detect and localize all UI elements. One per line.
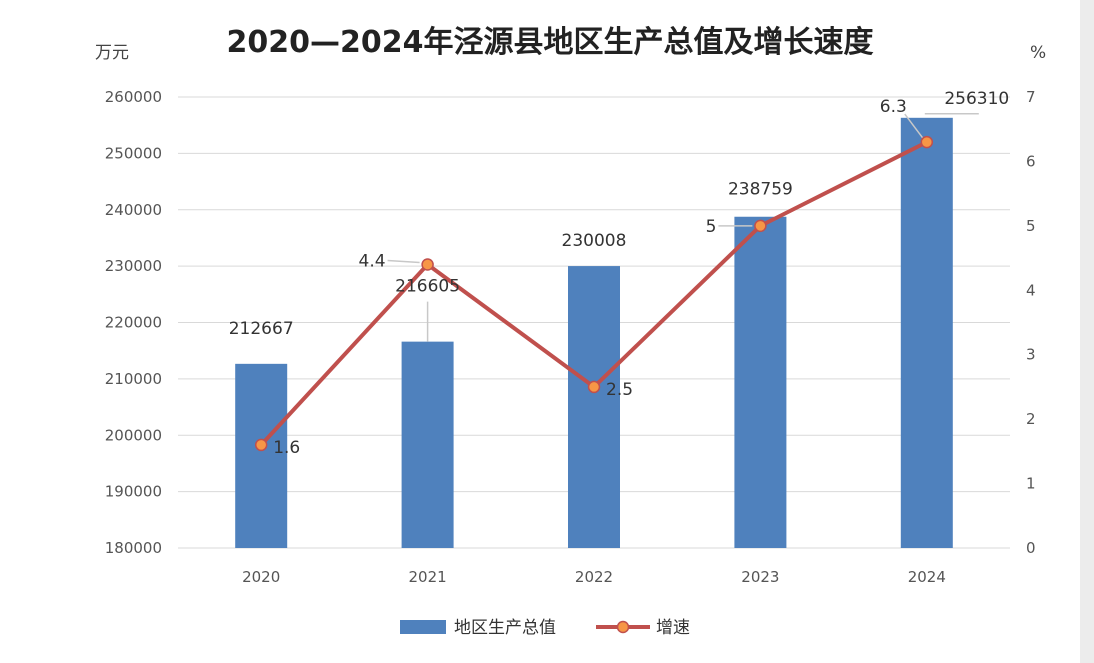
legend-line-marker bbox=[616, 620, 630, 634]
line-marker bbox=[754, 219, 767, 233]
left-tick-label: 240000 bbox=[105, 201, 162, 219]
bar-value-label: 216605 bbox=[395, 277, 460, 297]
line-marker bbox=[254, 438, 268, 452]
bar-value-label: 238759 bbox=[728, 180, 793, 200]
growth-value-label: 4.4 bbox=[359, 252, 386, 272]
bar bbox=[734, 216, 787, 548]
bar bbox=[900, 117, 953, 549]
right-tick-label: 7 bbox=[1026, 88, 1036, 106]
line-marker bbox=[421, 258, 434, 271]
right-tick-label: 0 bbox=[1026, 539, 1036, 557]
bar-value-label: 212667 bbox=[229, 319, 294, 339]
leader-line bbox=[387, 259, 420, 264]
leader-lines bbox=[387, 113, 979, 342]
left-axis-unit: 万元 bbox=[95, 43, 129, 63]
right-tick-label: 2 bbox=[1026, 410, 1036, 428]
left-tick-label: 260000 bbox=[105, 88, 162, 106]
right-tick-label: 4 bbox=[1026, 281, 1036, 299]
bar bbox=[568, 266, 620, 548]
right-axis-unit: % bbox=[1030, 43, 1046, 63]
growth-value-label: 6.3 bbox=[880, 97, 907, 117]
bar-value-label: 230008 bbox=[562, 231, 627, 251]
left-tick-label: 220000 bbox=[105, 314, 162, 332]
left-tick-label: 190000 bbox=[105, 483, 162, 501]
growth-value-label: 2.5 bbox=[606, 380, 633, 400]
bar bbox=[401, 341, 454, 548]
legend-bar-swatch bbox=[400, 620, 446, 634]
left-tick-label: 180000 bbox=[105, 539, 162, 557]
x-tick-label: 2024 bbox=[908, 568, 946, 586]
bar-value-label: 256310 bbox=[944, 89, 1009, 109]
right-tick-label: 6 bbox=[1026, 152, 1036, 170]
chart-title: 2020—2024年泾源县地区生产总值及增长速度 bbox=[227, 25, 874, 60]
bar bbox=[235, 363, 288, 548]
x-tick-label: 2023 bbox=[741, 568, 779, 586]
right-tick-label: 1 bbox=[1026, 475, 1036, 493]
line-series bbox=[254, 135, 934, 452]
legend-bar-label: 地区生产总值 bbox=[454, 618, 556, 638]
line-marker bbox=[587, 380, 601, 394]
line-marker bbox=[920, 135, 934, 149]
axis-ticks: 180000 190000 200000 210000 220000 230000 2400… bbox=[105, 88, 1036, 586]
x-tick-label: 2022 bbox=[575, 568, 613, 586]
right-tick-label: 5 bbox=[1026, 217, 1036, 235]
growth-value-label: 1.6 bbox=[273, 438, 300, 458]
bar-series bbox=[235, 117, 953, 549]
x-tick-label: 2021 bbox=[409, 568, 447, 586]
growth-value-label: 5 bbox=[706, 217, 717, 237]
left-tick-label: 230000 bbox=[105, 257, 162, 275]
left-tick-label: 200000 bbox=[105, 426, 162, 444]
right-tick-label: 3 bbox=[1026, 346, 1036, 364]
legend-line-label: 增速 bbox=[656, 618, 690, 638]
data-labels: 212667 216605 230008 238759 256310 1.6 4.4 2.5 5… bbox=[229, 89, 1010, 458]
right-edge-panel bbox=[1080, 0, 1094, 663]
x-tick-label: 2020 bbox=[242, 568, 280, 586]
left-tick-label: 250000 bbox=[105, 144, 162, 162]
legend: 地区生产总值 增速 bbox=[400, 618, 690, 638]
left-tick-label: 210000 bbox=[105, 370, 162, 388]
leader-line bbox=[904, 113, 924, 139]
